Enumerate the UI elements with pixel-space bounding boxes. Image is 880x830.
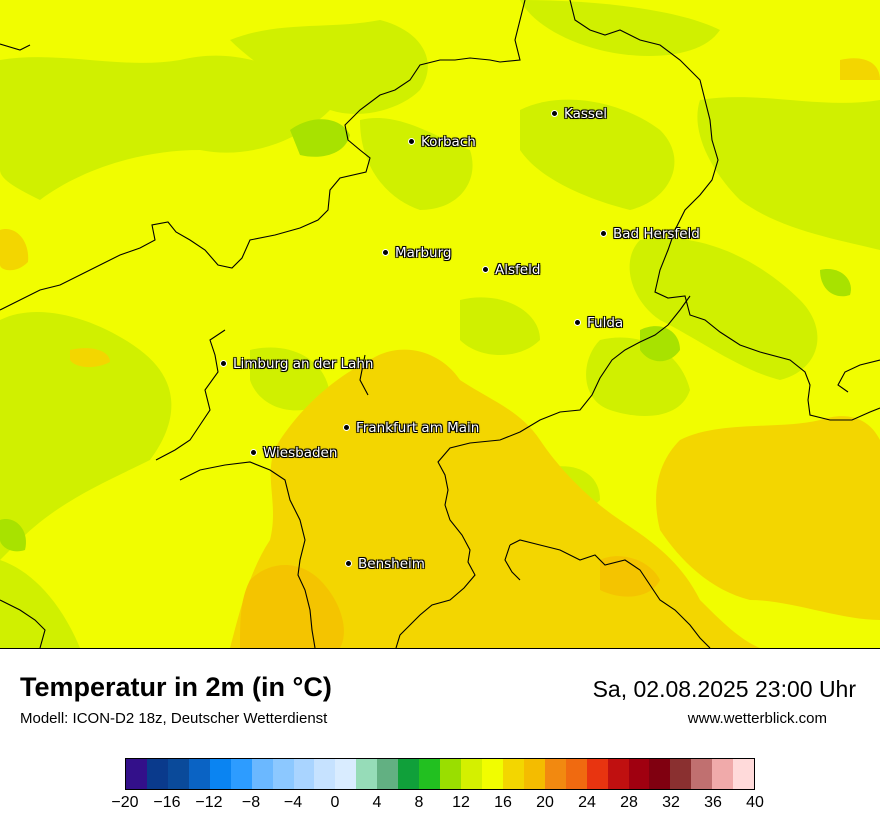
scale-tick-label: 16 — [494, 794, 512, 811]
map-graphic — [0, 0, 880, 648]
model-source: Modell: ICON-D2 18z, Deutscher Wetterdie… — [20, 710, 328, 727]
scale-swatch — [733, 759, 755, 789]
scale-swatch — [398, 759, 420, 789]
city-name: Fulda — [587, 315, 624, 331]
scale-swatch — [126, 759, 147, 789]
city-label-bensheim: Bensheim — [345, 556, 425, 572]
city-marker — [551, 109, 558, 117]
scale-tick-label: 32 — [662, 794, 680, 811]
temperature-map[interactable]: Kassel Korbach Bad Hersfeld Marburg Alsf… — [0, 0, 880, 649]
city-label-fulda: Fulda — [574, 315, 624, 331]
scale-tick-label: 36 — [704, 794, 722, 811]
city-marker — [345, 559, 352, 567]
warmer-region — [240, 556, 660, 648]
scale-tick-label: 4 — [372, 794, 382, 811]
city-marker — [482, 265, 489, 273]
city-label-limburg: Limburg an der Lahn — [220, 356, 374, 372]
scale-swatch — [670, 759, 692, 789]
cool-region — [0, 0, 880, 648]
city-label-bad-hersfeld: Bad Hersfeld — [600, 226, 700, 242]
scale-swatch — [146, 759, 168, 789]
scale-swatch — [461, 759, 482, 789]
scale-swatch — [419, 759, 441, 789]
scale-swatch — [188, 759, 210, 789]
city-name: Limburg an der Lahn — [233, 356, 374, 372]
scale-tick-label: 8 — [414, 794, 424, 811]
city-name: Bad Hersfeld — [613, 226, 700, 242]
city-label-alsfeld: Alsfeld — [482, 262, 541, 278]
city-marker — [574, 318, 581, 326]
city-name: Kassel — [564, 106, 608, 122]
scale-swatch — [230, 759, 252, 789]
scale-swatch — [565, 759, 587, 789]
city-name: Frankfurt am Main — [356, 420, 480, 436]
scale-swatch — [712, 759, 734, 789]
city-marker — [408, 137, 415, 145]
scale-swatch — [251, 759, 273, 789]
scale-swatch — [523, 759, 545, 789]
scale-tick-label: 28 — [620, 794, 638, 811]
scale-swatch — [377, 759, 399, 789]
city-marker — [250, 448, 257, 456]
city-name: Korbach — [421, 134, 476, 150]
color-scale-ticks: −20 −16 −12 −8 −4 0 4 8 12 16 20 24 28 32 36 40 — [0, 794, 880, 818]
scale-swatch — [691, 759, 713, 789]
map-title: Temperatur in 2m (in °C) — [20, 672, 332, 702]
scale-swatch — [314, 759, 336, 789]
forecast-datetime: Sa, 02.08.2025 23:00 Uhr — [592, 676, 856, 702]
scale-tick-label: −20 — [111, 794, 139, 811]
scale-swatch — [607, 759, 629, 789]
scale-swatch — [586, 759, 608, 789]
scale-swatch — [272, 759, 294, 789]
state-borders — [0, 0, 880, 648]
scale-swatch — [209, 759, 231, 789]
scale-swatch — [167, 759, 189, 789]
color-scale-legend — [125, 758, 755, 790]
scale-tick-label: 12 — [452, 794, 470, 811]
website-link[interactable]: www.wetterblick.com — [687, 710, 827, 727]
scale-swatch — [649, 759, 671, 789]
scale-tick-label: −4 — [283, 794, 303, 811]
scale-swatch — [544, 759, 566, 789]
scale-swatch — [628, 759, 650, 789]
scale-tick-label: 40 — [746, 794, 764, 811]
scale-swatch — [335, 759, 357, 789]
scale-tick-label: −8 — [241, 794, 261, 811]
scale-tick-label: 20 — [536, 794, 554, 811]
city-marker — [600, 229, 607, 237]
city-label-wiesbaden: Wiesbaden — [250, 445, 338, 461]
scale-tick-label: −12 — [195, 794, 223, 811]
city-label-frankfurt: Frankfurt am Main — [343, 420, 480, 436]
city-marker — [220, 359, 227, 367]
scale-tick-label: 24 — [578, 794, 596, 811]
city-name: Bensheim — [358, 556, 425, 572]
scale-swatch — [356, 759, 378, 789]
cooler-region — [0, 119, 851, 552]
scale-swatch — [502, 759, 524, 789]
scale-swatch — [481, 759, 503, 789]
city-label-kassel: Kassel — [551, 106, 608, 122]
city-marker — [343, 423, 350, 431]
city-label-korbach: Korbach — [408, 134, 476, 150]
scale-tick-label: −16 — [153, 794, 181, 811]
city-name: Marburg — [395, 245, 452, 261]
scale-tick-label: 0 — [330, 794, 340, 811]
city-name: Alsfeld — [495, 262, 541, 278]
city-marker — [382, 248, 389, 256]
city-label-marburg: Marburg — [382, 245, 452, 261]
city-name: Wiesbaden — [263, 445, 338, 461]
scale-swatch — [440, 759, 461, 789]
scale-swatch — [293, 759, 315, 789]
